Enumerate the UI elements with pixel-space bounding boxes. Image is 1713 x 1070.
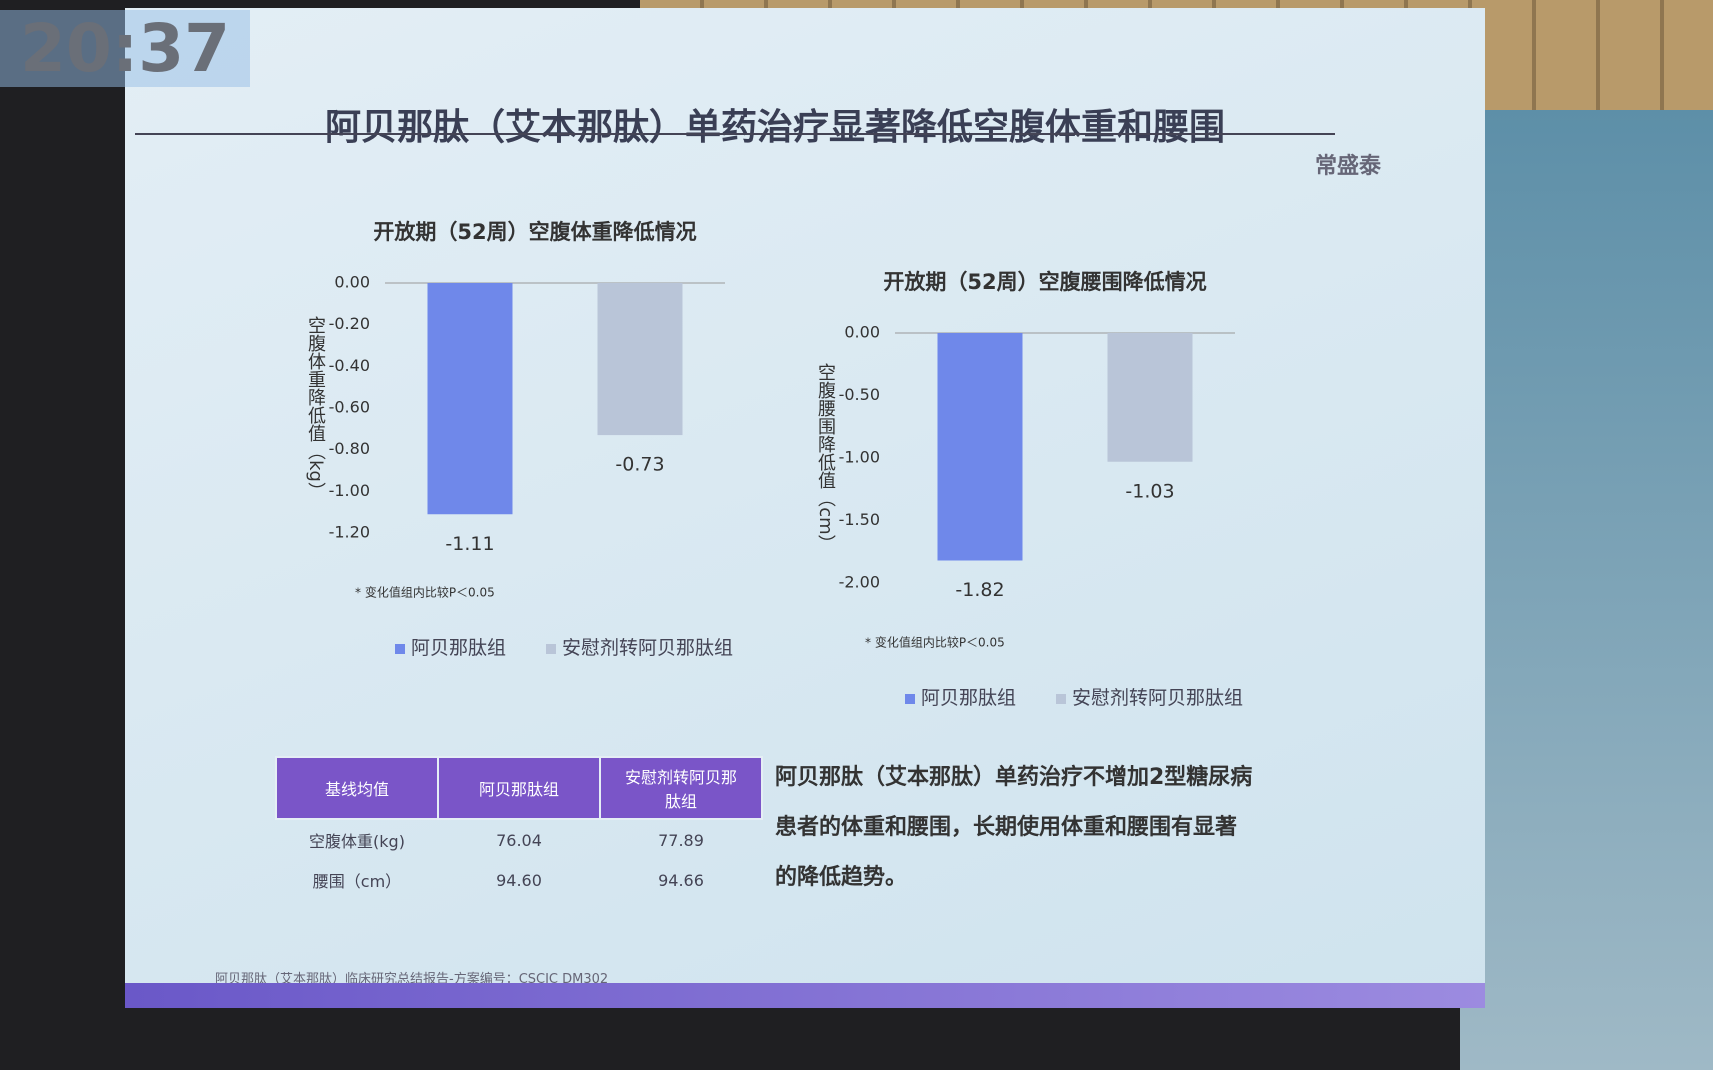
chart-title: 开放期（52周）空腹体重降低情况 [373, 220, 696, 244]
table-header: 安慰剂转阿贝那肽组 [599, 756, 763, 820]
data-label: -1.03 [1125, 480, 1174, 502]
legend-item: 阿贝那肽组 [395, 633, 506, 660]
baseline-table: 基线均值 阿贝那肽组 安慰剂转阿贝那肽组 空腹体重(kg) 76.04 77.89 腰围… [275, 756, 763, 900]
legend-label: 阿贝那肽组 [921, 687, 1017, 709]
table-cell: 腰围（cm） [312, 872, 402, 891]
side-panel [1460, 110, 1713, 1070]
table-header: 阿贝那肽组 [437, 756, 601, 820]
table-cell: 76.04 [496, 830, 542, 850]
table-header: 基线均值 [275, 756, 439, 820]
bar [1107, 333, 1193, 462]
y-tick-label: -0.20 [329, 314, 370, 333]
legend-item: 阿贝那肽组 [905, 683, 1016, 710]
y-tick-label: -2.00 [839, 573, 880, 592]
data-label: -1.11 [445, 533, 494, 555]
table-cell: 94.66 [658, 870, 704, 890]
y-tick-label: -0.60 [329, 398, 370, 417]
table-cell: 77.89 [658, 830, 704, 850]
legend-label: 安慰剂转阿贝那肽组 [562, 637, 734, 659]
y-axis-label: 空腹腰围降低值（cm） [815, 363, 836, 553]
title-rule [135, 133, 1335, 135]
y-tick-label: -1.20 [329, 523, 370, 542]
y-tick-label: -1.50 [839, 510, 880, 529]
footer-bar [125, 983, 1485, 1008]
logo: 常盛泰 [1315, 154, 1382, 179]
y-tick-label: 0.00 [844, 323, 880, 342]
legend-swatch [905, 694, 915, 704]
legend-label: 安慰剂转阿贝那肽组 [1072, 687, 1244, 709]
bar [597, 283, 683, 436]
y-tick-label: -1.00 [329, 481, 370, 500]
legend-swatch [395, 644, 405, 654]
legend-item: 安慰剂转阿贝那肽组 [546, 633, 733, 660]
bar [427, 283, 513, 515]
table-cell: 94.60 [496, 870, 542, 890]
clock: 20:37 [0, 10, 251, 87]
chart-note: * 变化值组内比较P＜0.05 [865, 635, 1005, 650]
y-axis-label: 空腹体重降低值（kg） [305, 316, 326, 500]
bar [937, 333, 1023, 561]
table-cell: 空腹体重(kg) [309, 832, 405, 851]
data-label: -0.73 [615, 454, 664, 476]
legend-label: 阿贝那肽组 [411, 637, 507, 659]
chart-title: 开放期（52周）空腹腰围降低情况 [883, 270, 1206, 294]
y-tick-label: -1.00 [839, 448, 880, 467]
legend: 阿贝那肽组 安慰剂转阿贝那肽组 [905, 683, 1243, 710]
legend-item: 安慰剂转阿贝那肽组 [1056, 683, 1243, 710]
legend-swatch [546, 644, 557, 654]
summary-text: 阿贝那肽（艾本那肽）单药治疗不增加2型糖尿病患者的体重和腰围，长期使用体重和腰围… [775, 765, 1253, 890]
y-tick-label: -0.50 [839, 385, 880, 404]
data-label: -1.82 [955, 579, 1004, 601]
slide-title: 阿贝那肽（艾本那肽）单药治疗显著降低空腹体重和腰围 [325, 107, 1226, 148]
y-tick-label: -0.80 [329, 439, 370, 458]
legend: 阿贝那肽组 安慰剂转阿贝那肽组 [395, 633, 733, 660]
legend-swatch [1056, 694, 1067, 704]
chart-note: * 变化值组内比较P＜0.05 [355, 585, 495, 600]
y-tick-label: 0.00 [334, 273, 370, 292]
slide: 阿贝那肽（艾本那肽）单药治疗显著降低空腹体重和腰围 常盛泰 基线均值 阿贝那肽组安… [125, 8, 1485, 1008]
y-tick-label: -0.40 [329, 356, 370, 375]
